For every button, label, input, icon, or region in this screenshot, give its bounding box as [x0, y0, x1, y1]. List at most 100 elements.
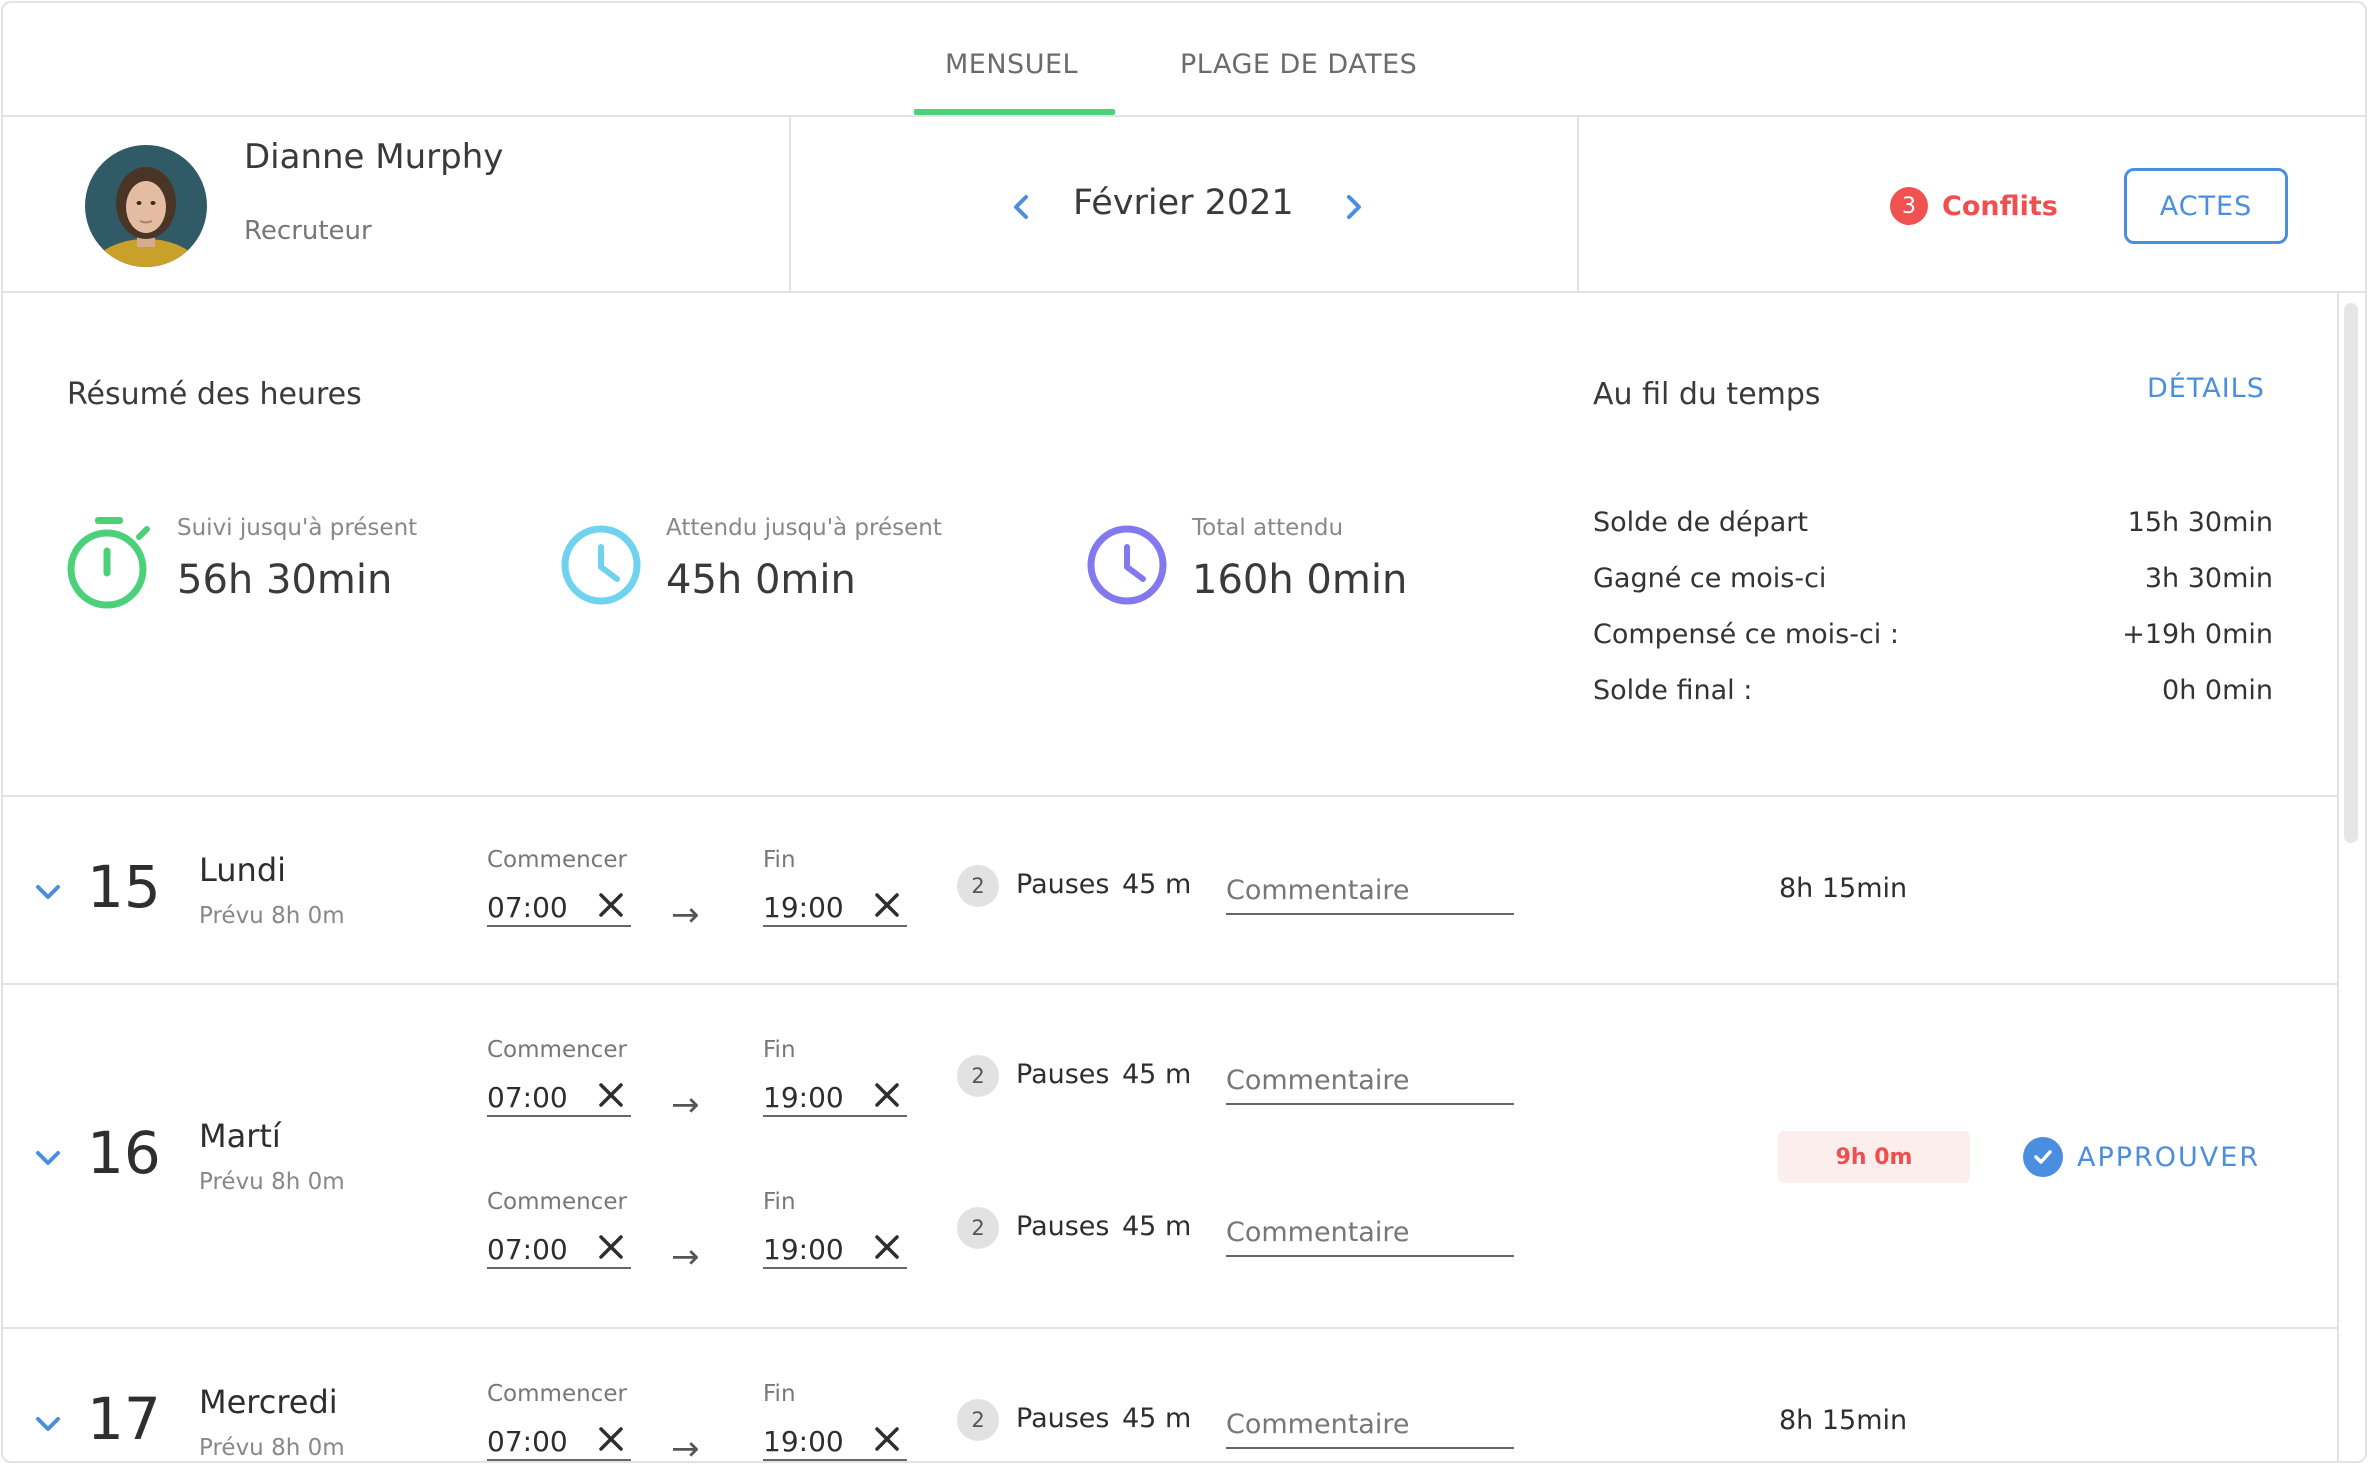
- comment-input[interactable]: [1226, 1217, 1514, 1248]
- day-row: 17 Mercredi Prévu 8h 0m Commencer 07:00 …: [3, 1329, 2337, 1463]
- scrollbar-track[interactable]: [2337, 293, 2365, 1461]
- start-time-value: 07:00: [487, 891, 568, 924]
- end-time-value: 19:00: [763, 1081, 844, 1114]
- pause-count-badge[interactable]: 2: [957, 865, 999, 907]
- summary-title: Résumé des heures: [67, 377, 362, 412]
- balance-value: 0h 0min: [2162, 675, 2273, 706]
- day-total: 8h 15min: [1779, 873, 1908, 904]
- comment-input[interactable]: [1226, 1065, 1514, 1096]
- conflict-count-badge: 3: [1890, 187, 1928, 225]
- chevron-right-icon: [1347, 195, 1361, 219]
- end-label: Fin: [763, 1189, 796, 1215]
- close-icon[interactable]: [873, 1233, 901, 1261]
- start-time-field[interactable]: 07:00: [487, 877, 631, 927]
- start-label: Commencer: [487, 1189, 627, 1215]
- shift-entry: Commencer 07:00 → Fin 19:00 2 Pauses 45 …: [3, 1189, 1603, 1279]
- balance-value: 3h 30min: [2144, 563, 2273, 594]
- over-time-title: Au fil du temps: [1593, 377, 1821, 412]
- start-time-field[interactable]: 07:00: [487, 1067, 631, 1117]
- previous-month-button[interactable]: [1006, 187, 1036, 227]
- pause-count-badge[interactable]: 2: [957, 1399, 999, 1441]
- shift-entry: Commencer 07:00 → Fin 19:00 2 Pauses 45 …: [3, 1037, 1603, 1127]
- comment-field[interactable]: [1226, 1207, 1514, 1257]
- chevron-down-icon[interactable]: [33, 1413, 63, 1435]
- end-time-value: 19:00: [763, 1425, 844, 1458]
- arrow-icon: →: [671, 1429, 700, 1463]
- close-icon[interactable]: [597, 1233, 625, 1261]
- stopwatch-icon: [67, 517, 150, 609]
- pauses-label: Pauses: [1016, 1211, 1110, 1242]
- hours-summary: Résumé des heures Suivi jusqu'à présent …: [3, 293, 2337, 797]
- next-month-button[interactable]: [1339, 187, 1369, 227]
- shift-entry: Commencer 07:00 → Fin 19:00 2 Pauses 45 …: [3, 1381, 1603, 1463]
- close-icon[interactable]: [597, 1081, 625, 1109]
- pause-duration: 45 m: [1122, 869, 1192, 900]
- approve-button[interactable]: APPROUVER: [2023, 1137, 2260, 1177]
- start-time-field[interactable]: 07:00: [487, 1411, 631, 1461]
- tab-monthly[interactable]: MENSUEL: [945, 49, 1079, 80]
- user-name: Dianne Murphy: [244, 137, 504, 177]
- check-circle-icon: [2023, 1137, 2063, 1177]
- total-expected-label: Total attendu: [1192, 515, 1344, 541]
- pause-duration: 45 m: [1122, 1403, 1192, 1434]
- details-link[interactable]: DÉTAILS: [2147, 373, 2265, 404]
- close-icon[interactable]: [873, 1425, 901, 1453]
- end-time-field[interactable]: 19:00: [763, 877, 907, 927]
- day-number: 17: [87, 1385, 161, 1453]
- end-time-field[interactable]: 19:00: [763, 1067, 907, 1117]
- end-time-field[interactable]: 19:00: [763, 1219, 907, 1269]
- comment-input[interactable]: [1226, 875, 1514, 906]
- balance-label: Solde final :: [1593, 675, 1753, 706]
- start-label: Commencer: [487, 1381, 627, 1407]
- view-tabs: MENSUEL PLAGE DE DATES: [3, 3, 2365, 117]
- day-planned: Prévu 8h 0m: [199, 1435, 345, 1461]
- avatar: [85, 145, 207, 267]
- day-total: 8h 15min: [1779, 1405, 1908, 1436]
- pause-count-badge[interactable]: 2: [957, 1055, 999, 1097]
- start-time-field[interactable]: 07:00: [487, 1219, 631, 1269]
- tab-date-range[interactable]: PLAGE DE DATES: [1180, 49, 1418, 80]
- arrow-icon: →: [671, 895, 700, 935]
- day-planned: Prévu 8h 0m: [199, 1169, 345, 1195]
- comment-field[interactable]: [1226, 865, 1514, 915]
- close-icon[interactable]: [597, 1425, 625, 1453]
- arrow-icon: →: [671, 1237, 700, 1277]
- balance-label: Solde de départ: [1593, 507, 1808, 538]
- comment-input[interactable]: [1226, 1409, 1514, 1440]
- pause-duration: 45 m: [1122, 1059, 1192, 1090]
- pause-count-badge[interactable]: 2: [957, 1207, 999, 1249]
- comment-field[interactable]: [1226, 1399, 1514, 1449]
- end-time-value: 19:00: [763, 891, 844, 924]
- actions-button[interactable]: ACTES: [2124, 168, 2288, 244]
- balance-label: Gagné ce mois-ci: [1593, 563, 1827, 594]
- balance-row: Compensé ce mois-ci : +19h 0min: [1593, 619, 2273, 650]
- start-time-value: 07:00: [487, 1425, 568, 1458]
- end-time-field[interactable]: 19:00: [763, 1411, 907, 1461]
- clock-icon: [561, 525, 641, 605]
- day-planned: Prévu 8h 0m: [199, 903, 345, 929]
- close-icon[interactable]: [873, 1081, 901, 1109]
- day-number: 16: [87, 1119, 161, 1187]
- close-icon[interactable]: [597, 891, 625, 919]
- expected-label: Attendu jusqu'à présent: [666, 515, 942, 541]
- balance-label: Compensé ce mois-ci :: [1593, 619, 1899, 650]
- pauses-label: Pauses: [1016, 869, 1110, 900]
- conflicts-link[interactable]: 3 Conflits: [1890, 187, 2058, 225]
- tracked-value: 56h 30min: [177, 557, 393, 603]
- expected-value: 45h 0min: [666, 557, 856, 603]
- balance-row: Solde de départ 15h 30min: [1593, 507, 2273, 538]
- comment-field[interactable]: [1226, 1055, 1514, 1105]
- header-divider: [789, 117, 791, 293]
- balance-value: 15h 30min: [2127, 507, 2273, 538]
- chevron-down-icon[interactable]: [33, 881, 63, 903]
- end-label: Fin: [763, 1037, 796, 1063]
- chevron-down-icon[interactable]: [33, 1147, 63, 1169]
- scrollbar-thumb[interactable]: [2344, 303, 2358, 843]
- conflicts-label: Conflits: [1942, 190, 2058, 222]
- close-icon[interactable]: [873, 891, 901, 919]
- balance-row: Gagné ce mois-ci 3h 30min: [1593, 563, 2273, 594]
- total-expected-value: 160h 0min: [1192, 557, 1408, 603]
- chevron-left-icon: [1014, 195, 1028, 219]
- day-name: Mercredi: [199, 1383, 338, 1421]
